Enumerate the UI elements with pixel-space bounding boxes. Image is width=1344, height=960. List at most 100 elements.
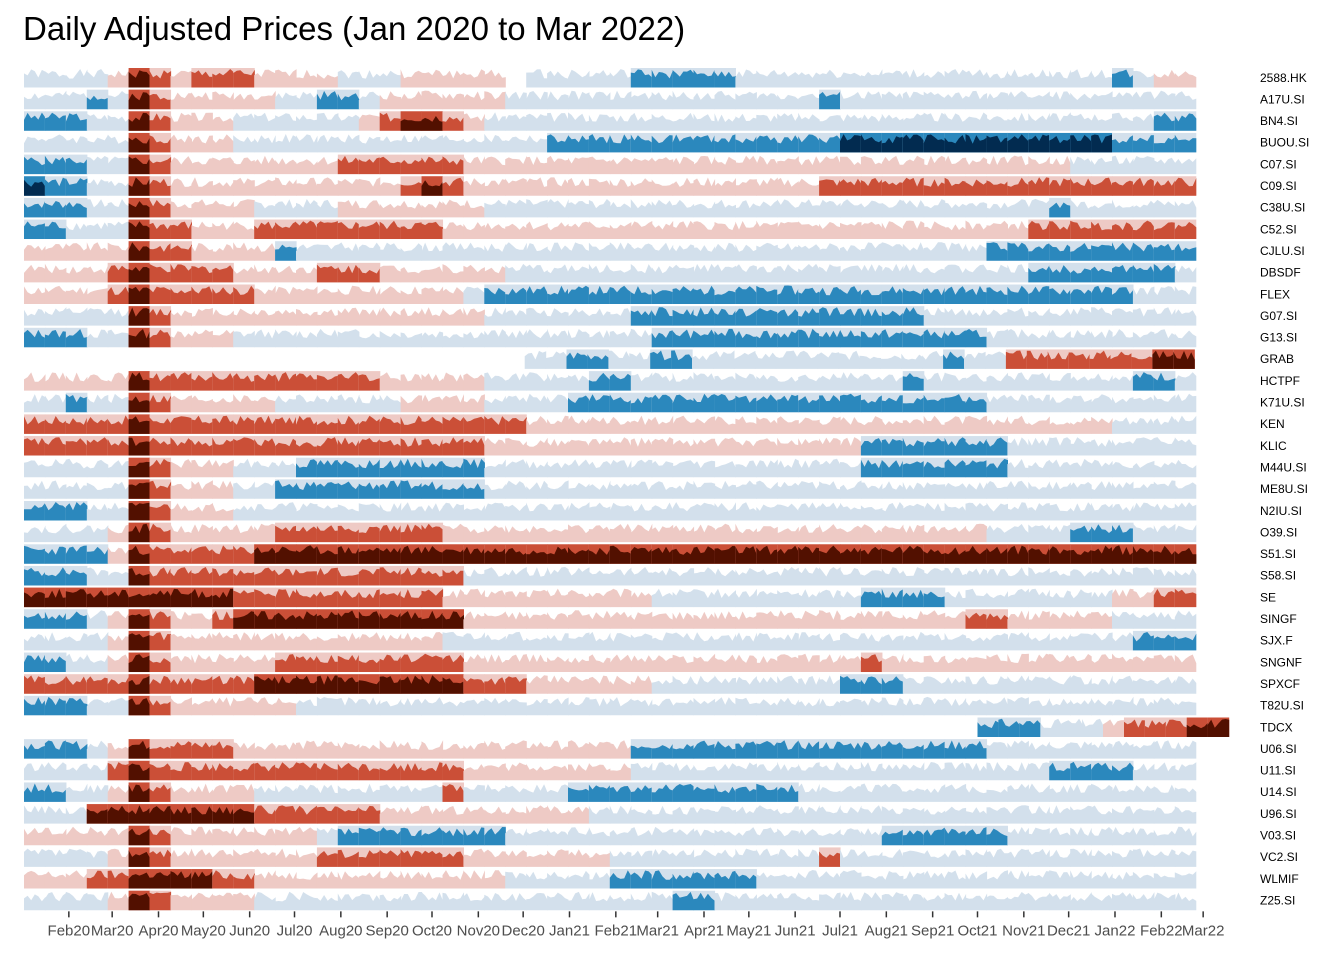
band-peak <box>986 569 1008 586</box>
band-peak <box>777 526 799 543</box>
band-peak <box>1091 285 1113 304</box>
band-peak <box>651 588 674 608</box>
band-peak <box>693 567 716 586</box>
band-peak <box>1132 483 1155 499</box>
band-peak <box>630 328 653 348</box>
band-peak <box>1007 783 1029 802</box>
band-peak <box>693 372 716 391</box>
band-peak <box>630 827 653 846</box>
band-peak <box>86 850 109 867</box>
band-peak <box>233 69 255 88</box>
band-peak <box>609 895 632 911</box>
band-peak <box>65 807 88 824</box>
band-peak <box>547 264 569 283</box>
band-peak <box>379 676 402 694</box>
band-peak <box>107 635 130 651</box>
band-peak <box>275 676 297 694</box>
band-peak <box>735 179 757 196</box>
band-peak <box>630 809 653 824</box>
band-peak <box>337 546 360 564</box>
band-peak <box>1007 545 1029 564</box>
band-peak <box>149 373 172 391</box>
band-peak <box>735 221 757 239</box>
band-peak <box>756 741 778 759</box>
band-peak <box>693 872 716 889</box>
band-peak <box>44 112 67 131</box>
band-peak <box>609 697 632 716</box>
band-peak <box>442 242 464 261</box>
band-peak <box>526 264 548 283</box>
band-peak <box>840 417 862 434</box>
band-peak <box>1028 524 1050 543</box>
band-peak <box>651 461 674 478</box>
band-peak <box>796 350 819 369</box>
band-peak <box>568 221 590 239</box>
band-peak <box>24 613 46 629</box>
band-peak <box>65 329 88 348</box>
band-peak <box>1091 307 1113 326</box>
band-peak <box>463 156 485 175</box>
band-peak <box>568 657 590 672</box>
band-peak <box>672 244 695 261</box>
band-peak <box>65 783 88 802</box>
band-peak <box>672 308 695 326</box>
band-peak <box>923 633 946 651</box>
band-peak <box>630 762 653 781</box>
band-peak <box>1174 568 1197 586</box>
band-peak <box>819 741 841 759</box>
band-peak <box>547 566 569 586</box>
band-peak <box>149 632 172 651</box>
band-peak <box>986 329 1008 348</box>
band-peak <box>1070 482 1092 499</box>
band-peak <box>296 159 318 175</box>
band-peak <box>798 459 820 478</box>
band-peak <box>840 502 862 521</box>
band-peak <box>547 199 569 218</box>
band-peak <box>1007 567 1029 586</box>
band-peak <box>505 373 527 391</box>
band-peak <box>400 502 423 521</box>
band-peak <box>1132 871 1155 889</box>
band-peak <box>735 200 757 218</box>
band-peak <box>316 696 339 716</box>
band-peak <box>128 156 151 175</box>
band-peak <box>86 113 109 131</box>
band-peak <box>296 740 318 759</box>
band-peak <box>24 592 46 608</box>
band-peak <box>651 157 674 175</box>
band-peak <box>400 134 423 153</box>
band-peak <box>484 199 506 218</box>
band-peak <box>1153 157 1176 175</box>
band-peak <box>296 805 318 824</box>
band-peak <box>1112 740 1134 759</box>
band-peak <box>547 439 569 456</box>
band-peak <box>1112 92 1134 110</box>
band-peak <box>840 480 862 499</box>
band-peak <box>1153 437 1176 456</box>
band-peak <box>1112 892 1134 911</box>
band-peak <box>358 136 381 153</box>
band-peak <box>400 200 423 218</box>
band-peak <box>609 523 632 543</box>
band-peak <box>714 113 736 131</box>
band-peak <box>505 871 527 889</box>
band-peak <box>986 742 1008 759</box>
x-tick-label: Mar20 <box>91 922 134 939</box>
band-peak <box>191 698 213 716</box>
band-peak <box>819 222 841 239</box>
band-peak <box>65 438 88 456</box>
band-peak <box>1112 588 1134 608</box>
band-peak <box>170 288 192 304</box>
band-peak <box>1007 653 1029 672</box>
band-peak <box>798 805 820 824</box>
band-peak <box>902 307 925 326</box>
band-peak <box>1028 633 1050 651</box>
band-peak <box>1026 350 1049 369</box>
band-peak <box>798 589 820 608</box>
band-peak <box>650 350 672 369</box>
band-peak <box>275 480 297 499</box>
band-peak <box>881 242 904 261</box>
band-peak <box>149 199 172 218</box>
band-peak <box>1049 503 1071 521</box>
band-peak <box>902 373 925 391</box>
